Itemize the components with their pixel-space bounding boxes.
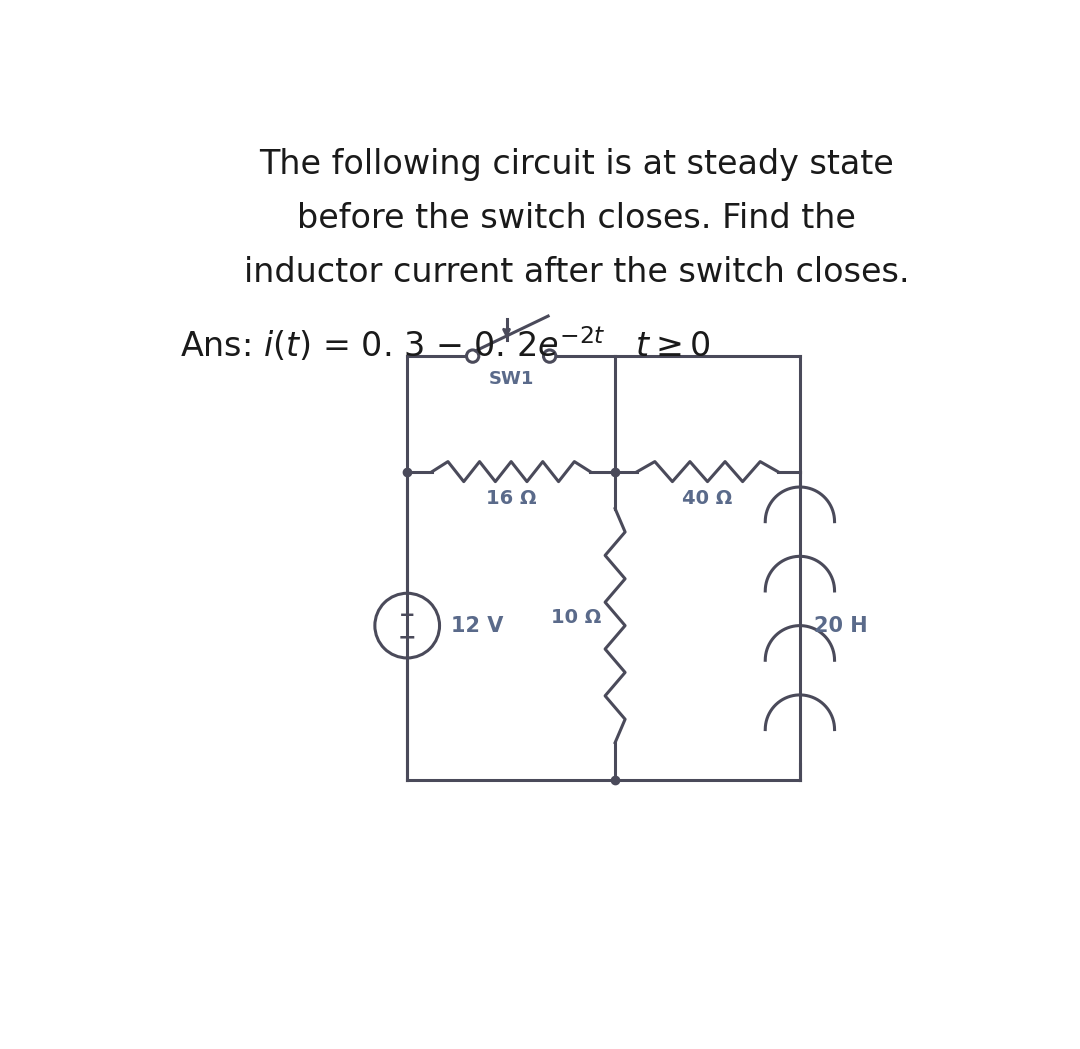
Text: +: + xyxy=(399,606,416,625)
Text: 16 Ω: 16 Ω xyxy=(486,489,537,508)
Text: 40 Ω: 40 Ω xyxy=(683,489,732,508)
Text: 10 Ω: 10 Ω xyxy=(551,608,602,627)
Text: −: − xyxy=(397,627,417,647)
Text: SW1: SW1 xyxy=(488,370,534,388)
Text: before the switch closes. Find the: before the switch closes. Find the xyxy=(297,202,856,235)
Text: inductor current after the switch closes.: inductor current after the switch closes… xyxy=(244,256,909,290)
Text: Ans: $i(t)$ = 0. 3 $-$ 0. 2$e^{-2t}$   $t\geq$0: Ans: $i(t)$ = 0. 3 $-$ 0. 2$e^{-2t}$ $t\… xyxy=(180,325,711,364)
Text: 20 H: 20 H xyxy=(813,616,867,636)
Text: The following circuit is at steady state: The following circuit is at steady state xyxy=(259,148,894,181)
Text: 12 V: 12 V xyxy=(451,616,503,636)
